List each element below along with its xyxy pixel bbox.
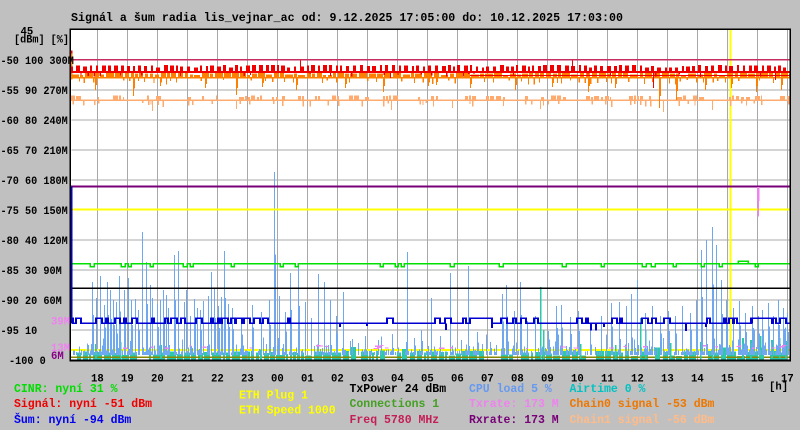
- svg-text:Šum: nyní -94 dBm: Šum: nyní -94 dBm: [14, 413, 131, 427]
- svg-text:07: 07: [481, 374, 494, 386]
- svg-text:45: 45: [21, 27, 34, 39]
- svg-text:17: 17: [781, 374, 794, 386]
- svg-text:Airtime 0 %: Airtime 0 %: [570, 383, 646, 396]
- svg-text:11: 11: [601, 374, 614, 386]
- svg-text:-55 90 270M: -55 90 270M: [1, 86, 68, 98]
- svg-text:13: 13: [661, 374, 674, 386]
- svg-text:-85 30 90M: -85 30 90M: [1, 266, 62, 278]
- svg-text:6M: 6M: [51, 351, 64, 363]
- svg-text:23: 23: [241, 374, 254, 386]
- svg-text:ETH Plug 1: ETH Plug 1: [239, 390, 308, 403]
- svg-text:03: 03: [361, 374, 374, 386]
- svg-text:21: 21: [181, 374, 194, 386]
- svg-text:-90 20 60M: -90 20 60M: [1, 296, 62, 308]
- svg-text:-75 50 150M: -75 50 150M: [1, 206, 68, 218]
- svg-text:00: 00: [271, 374, 284, 386]
- svg-text:ETH Speed 1000: ETH Speed 1000: [239, 405, 336, 418]
- svg-text:[h]: [h]: [769, 382, 788, 394]
- svg-text:19: 19: [121, 374, 134, 386]
- svg-text:TxPower 24 dBm: TxPower 24 dBm: [350, 383, 447, 396]
- svg-text:-60 80 240M: -60 80 240M: [1, 116, 68, 128]
- svg-text:-50 100 300M: -50 100 300M: [1, 56, 74, 68]
- svg-text:-65 70 210M: -65 70 210M: [1, 146, 68, 158]
- svg-text:05: 05: [421, 374, 434, 386]
- svg-text:15: 15: [721, 374, 734, 386]
- svg-text:-80 40 120M: -80 40 120M: [1, 236, 68, 248]
- svg-text:18: 18: [91, 374, 104, 386]
- svg-text:20: 20: [151, 374, 164, 386]
- svg-text:10: 10: [571, 374, 584, 386]
- svg-text:04: 04: [391, 374, 404, 386]
- svg-text:Signál: nyní -51 dBm: Signál: nyní -51 dBm: [14, 398, 152, 411]
- svg-text:22: 22: [211, 374, 224, 386]
- svg-text:14: 14: [691, 374, 704, 386]
- svg-text:Txrate: 173 M: Txrate: 173 M: [469, 398, 559, 411]
- svg-text:16: 16: [751, 374, 764, 386]
- svg-text:08: 08: [511, 374, 524, 386]
- svg-text:Freq 5780 MHz: Freq 5780 MHz: [350, 414, 440, 427]
- svg-text:-95 10: -95 10: [1, 326, 38, 338]
- svg-text:Connections 1: Connections 1: [350, 398, 440, 411]
- svg-text:06: 06: [451, 374, 464, 386]
- svg-text:Rxrate: 173 M: Rxrate: 173 M: [469, 414, 559, 427]
- svg-text:02: 02: [331, 374, 344, 386]
- svg-text:CPU load 5 %: CPU load 5 %: [469, 383, 552, 396]
- svg-text:39M: 39M: [51, 317, 70, 329]
- svg-text:Chain1 signal -56 dBm: Chain1 signal -56 dBm: [570, 414, 715, 427]
- svg-text:-100 0: -100 0: [9, 356, 46, 368]
- svg-text:13M: 13M: [51, 343, 70, 355]
- svg-text:Signál a šum radia lis_vejnar_: Signál a šum radia lis_vejnar_ac od: 9.1…: [71, 12, 623, 25]
- svg-text:01: 01: [301, 374, 314, 386]
- svg-text:-70 60 180M: -70 60 180M: [1, 176, 68, 188]
- svg-text:12: 12: [631, 374, 644, 386]
- svg-text:CINR: nyní 31 %: CINR: nyní 31 %: [14, 383, 118, 396]
- svg-text:[dBm] [%]: [dBm] [%]: [14, 35, 69, 47]
- svg-text:09: 09: [541, 374, 554, 386]
- svg-text:Chain0 signal -53 dBm: Chain0 signal -53 dBm: [570, 398, 715, 411]
